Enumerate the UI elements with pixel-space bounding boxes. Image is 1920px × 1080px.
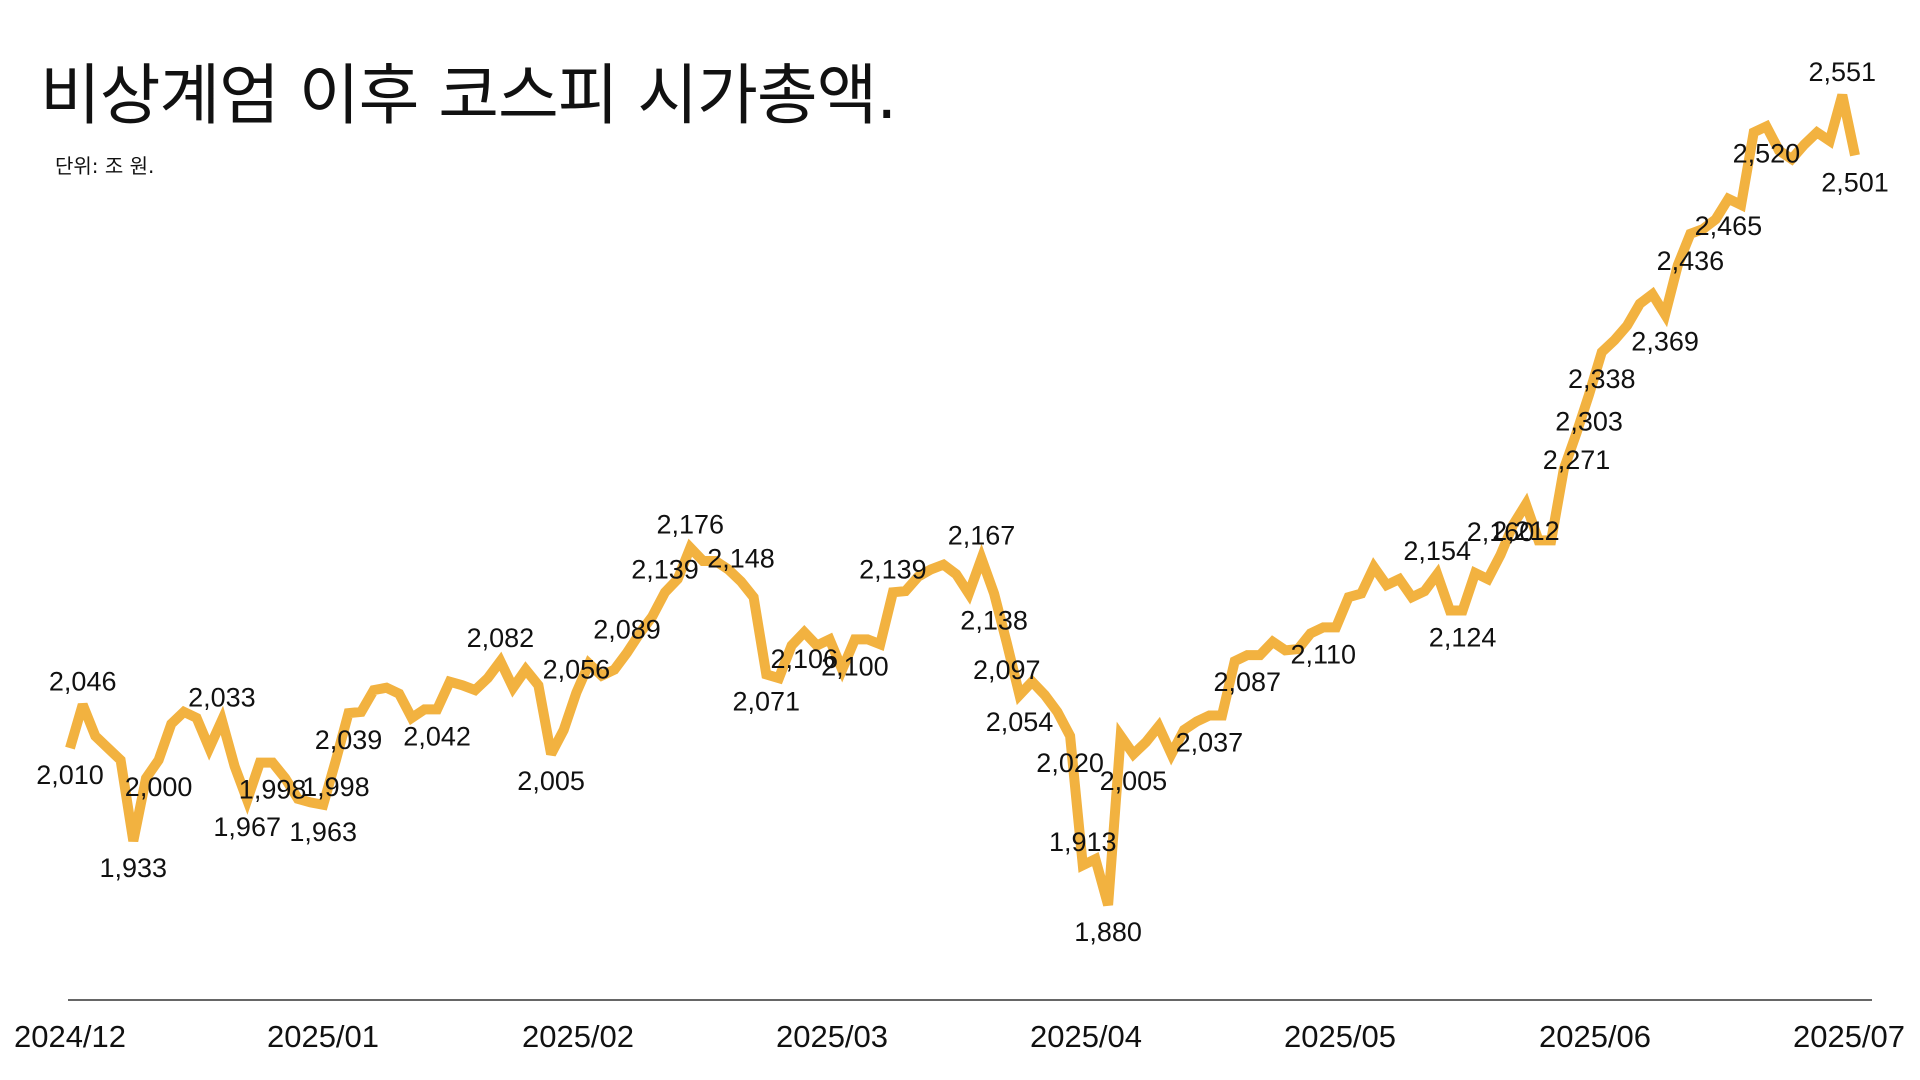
data-label-layer: 2,010 2,046 1,933 2,000 2,033 1,967 1,998 1,963… (36, 57, 1889, 947)
data-label: 2,551 (1809, 57, 1877, 87)
x-tick-label: 2025/06 (1539, 1019, 1651, 1054)
series-line (65, 93, 1860, 907)
data-label: 2,369 (1631, 327, 1699, 357)
data-label: 2,042 (403, 721, 471, 751)
data-label: 2,087 (1214, 667, 1282, 697)
data-label: 2,501 (1821, 167, 1889, 197)
data-label: 2,010 (36, 760, 104, 790)
data-label: 2,033 (188, 682, 256, 712)
x-tick-label: 2025/03 (776, 1019, 888, 1054)
data-label: 2,000 (125, 772, 193, 802)
x-tick-label: 2025/01 (267, 1019, 379, 1054)
data-label: 2,124 (1429, 623, 1497, 653)
data-label: 1,963 (289, 817, 357, 847)
data-label: 2,082 (467, 623, 535, 653)
data-label: 2,005 (1100, 766, 1168, 796)
data-label: 2,212 (1492, 516, 1560, 546)
data-label: 2,005 (517, 766, 585, 796)
data-label: 2,139 (631, 554, 699, 584)
data-label: 2,020 (1036, 748, 1104, 778)
data-label: 1,880 (1074, 917, 1142, 947)
data-label: 2,097 (973, 655, 1041, 685)
data-label: 2,520 (1733, 138, 1801, 168)
data-label: 1,933 (100, 853, 168, 883)
data-label: 2,148 (707, 544, 775, 574)
data-label: 1,998 (239, 775, 307, 805)
x-tick-label: 2025/02 (522, 1019, 634, 1054)
data-label: 2,303 (1555, 406, 1623, 436)
unit-note: 단위: 조 원. (55, 154, 155, 178)
data-label: 2,139 (859, 554, 927, 584)
data-label: 1,967 (213, 812, 281, 842)
data-label: 2,465 (1695, 211, 1763, 241)
x-tick-label: 2025/05 (1284, 1019, 1396, 1054)
x-tick-label: 2024/12 (14, 1019, 126, 1054)
x-tick-label: 2025/07 (1793, 1019, 1905, 1054)
data-label: 2,160 (1467, 517, 1535, 547)
data-label: 2,338 (1568, 364, 1636, 394)
x-tick-label: 2025/04 (1030, 1019, 1142, 1054)
data-label: 2,056 (543, 655, 611, 685)
data-label: 1,913 (1049, 827, 1117, 857)
data-label: 2,100 (821, 651, 889, 681)
series-layer (65, 93, 1860, 907)
data-label: 2,110 (1291, 639, 1357, 669)
data-label: 2,071 (733, 686, 801, 716)
data-label: 2,089 (593, 615, 661, 645)
data-label: 2,436 (1657, 246, 1725, 276)
data-label: 2,037 (1176, 728, 1244, 758)
data-label: 2,138 (960, 606, 1028, 636)
chart-title: 비상계엄 이후 코스피 시가총액. (40, 57, 897, 134)
data-label: 2,167 (948, 521, 1016, 551)
data-label: 2,046 (49, 667, 117, 697)
data-label: 2,106 (771, 644, 839, 674)
data-label: 2,176 (657, 510, 725, 540)
data-label: 2,271 (1543, 445, 1611, 475)
data-label: 2,154 (1403, 536, 1471, 566)
x-tick-layer: 2024/12 2025/01 2025/02 2025/03 2025/04 2025/… (14, 1019, 1905, 1054)
data-label: 1,998 (302, 772, 370, 802)
data-label: 2,039 (315, 725, 383, 755)
data-label: 2,054 (986, 707, 1054, 737)
